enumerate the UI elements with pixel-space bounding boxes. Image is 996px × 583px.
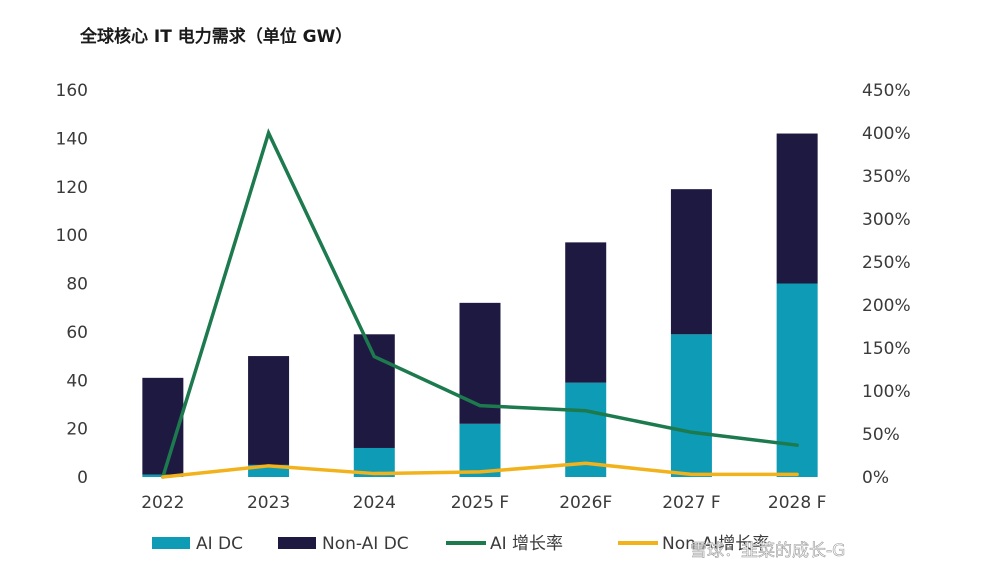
legend-swatch [278, 537, 316, 549]
bar-non-ai-dc-4 [565, 242, 607, 383]
x-tick-label: 2024 [353, 493, 396, 513]
left-tick-label: 40 [66, 371, 88, 391]
right-axis-ticks: 0% 50% 100% 150% 200% 250% 300% 350% 400% 450% [862, 81, 911, 488]
x-tick-label: 2027 F [662, 493, 720, 513]
left-tick-label: 100 [56, 226, 88, 246]
bars-layer [142, 133, 818, 477]
bar-non-ai-dc-3 [459, 302, 501, 424]
line-series-1 [161, 461, 799, 479]
x-tick-label: 2022 [141, 493, 184, 513]
legend-label: AI 增长率 [490, 534, 563, 554]
right-tick-label: 100% [862, 382, 911, 402]
left-tick-label: 60 [66, 323, 88, 343]
left-tick-label: 160 [56, 81, 88, 101]
right-tick-label: 200% [862, 296, 911, 316]
right-tick-label: 400% [862, 124, 911, 144]
bar-non-ai-dc-2 [353, 334, 395, 448]
right-tick-label: 150% [862, 339, 911, 359]
x-tick-label: 2028 F [768, 493, 826, 513]
right-tick-label: 50% [862, 425, 900, 445]
bar-non-ai-dc-1 [248, 356, 290, 465]
legend-swatch [152, 537, 190, 549]
bar-non-ai-dc-0 [142, 377, 184, 475]
x-tick-label: 2023 [247, 493, 290, 513]
left-tick-label: 120 [56, 178, 88, 198]
legend-label: Non-AI增长率 [662, 534, 769, 554]
x-tick-label: 2025 F [451, 493, 509, 513]
bar-ai-dc-6 [776, 283, 818, 477]
left-tick-label: 0 [77, 468, 88, 488]
left-axis-ticks: 0 20 40 60 80 100 120 140 160 [56, 81, 88, 488]
left-tick-label: 80 [66, 275, 88, 295]
line-series-0 [161, 128, 799, 479]
watermark-text: 雪球：韭菜的成长-G [690, 541, 845, 561]
bar-ai-dc-3 [459, 423, 501, 477]
lines-layer [161, 128, 799, 479]
x-tick-label: 2026F [559, 493, 612, 513]
bar-non-ai-dc-5 [670, 189, 712, 335]
legend-label: Non-AI DC [322, 534, 409, 554]
bar-non-ai-dc-6 [776, 133, 818, 284]
bar-ai-dc-5 [670, 334, 712, 477]
legend-label: AI DC [196, 534, 243, 554]
right-tick-label: 350% [862, 167, 911, 187]
chart-title: 全球核心 IT 电力需求（单位 GW） [80, 27, 353, 47]
right-tick-label: 0% [862, 468, 889, 488]
right-tick-label: 450% [862, 81, 911, 101]
x-axis-ticks: 2022 2023 2024 2025 F 2026F 2027 F 2028 F [141, 493, 826, 513]
left-tick-label: 140 [56, 129, 88, 149]
legend: AI DC Non-AI DC AI 增长率 Non-AI增长率 [152, 534, 769, 554]
right-tick-label: 300% [862, 210, 911, 230]
right-tick-label: 250% [862, 253, 911, 273]
left-tick-label: 20 [66, 420, 88, 440]
bar-ai-dc-4 [565, 382, 607, 477]
